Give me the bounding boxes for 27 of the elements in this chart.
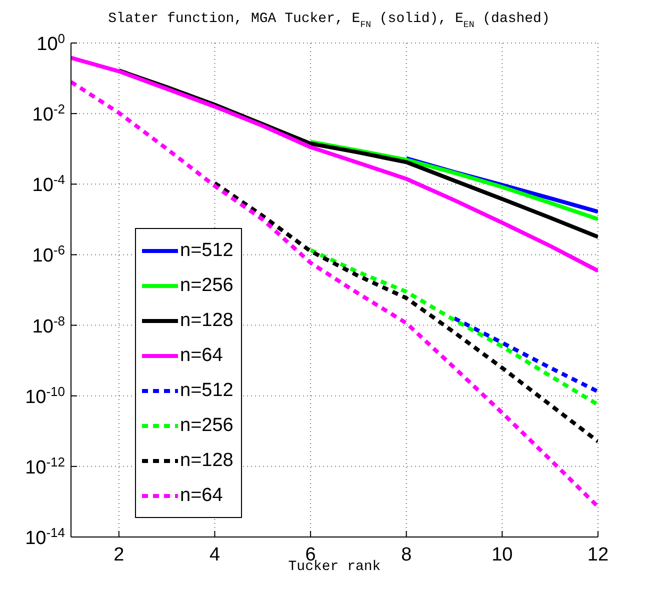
y-tick-label: 10$^{-10}$ [25,383,65,408]
legend-label: n=512 [180,240,234,262]
line-series [71,80,598,509]
x-tick-label: 8 [401,544,412,566]
x-tick-label: 4 [209,544,220,566]
x-axis-title: Tucker rank [288,559,381,575]
y-tick-label: 10$^{-8}$ [32,312,65,338]
legend-label: n=128 [180,450,234,472]
line-series [71,56,598,273]
legend-label: n=256 [180,414,234,436]
y-tick-label: 10$^{-12}$ [25,454,65,478]
y-tick-label: 10$^{-2}$ [32,101,65,126]
y-tick-label: 10$^{-14}$ [25,524,65,549]
legend-label: n=64 [180,344,223,366]
line-series [308,248,598,407]
x-tick-label: 10 [492,544,513,566]
y-tick-label: 10$^{-4}$ [32,172,65,196]
y-tick-label: 10$^{-6}$ [32,242,65,267]
legend-label: n=64 [180,484,223,506]
x-tick-label: 12 [587,544,609,566]
legend-label: n=128 [180,310,234,332]
legend-label: n=512 [180,380,234,402]
line-series [452,316,598,394]
legend-label: n=256 [180,274,234,296]
x-tick-label: 2 [114,544,124,566]
y-tick-label: 10$^{0}$ [36,30,65,55]
chart-title: Slater function, MGA Tucker, E$_{FN}$ (solid), E$_{EN}$ (dashed) [108,11,550,30]
